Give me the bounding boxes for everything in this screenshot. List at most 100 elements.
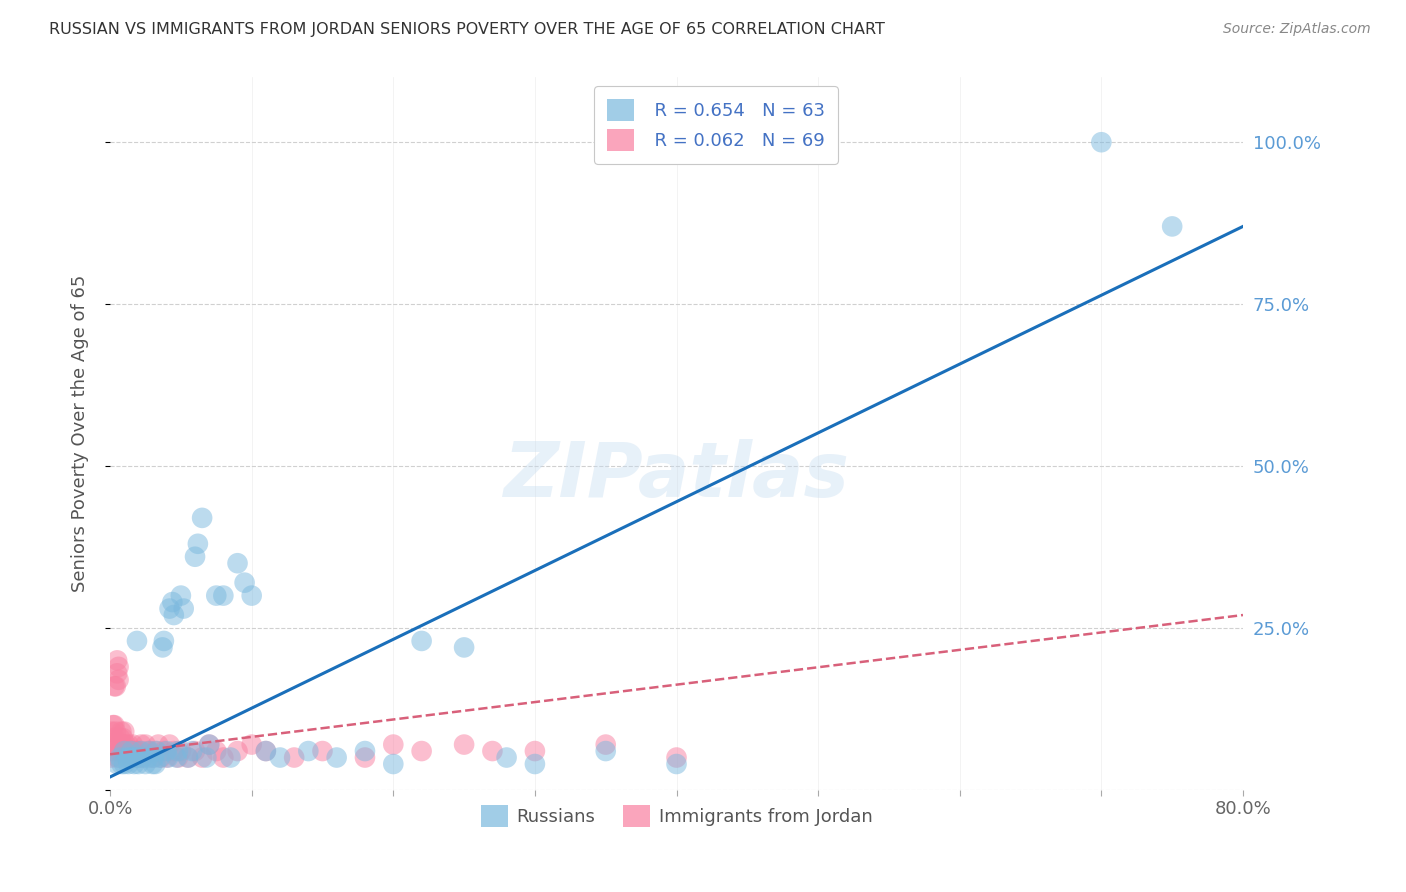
Point (1090, 135, 1112, 149)
Point (100, 724, 122, 739)
Point (159, 601, 181, 615)
Point (411, 744, 433, 758)
Point (212, 589, 235, 603)
Point (110, 744, 132, 758)
Point (127, 757, 149, 772)
Point (283, 750, 305, 764)
Point (142, 750, 165, 764)
Point (101, 738, 124, 752)
Point (254, 744, 277, 758)
Point (177, 750, 200, 764)
Point (184, 744, 207, 758)
Point (159, 738, 181, 752)
Point (205, 744, 228, 758)
Point (101, 744, 124, 758)
Point (163, 744, 186, 758)
Point (148, 738, 170, 752)
Point (118, 750, 141, 764)
Point (173, 601, 195, 615)
Point (136, 744, 159, 758)
Point (170, 589, 193, 603)
Point (240, 589, 263, 603)
Point (110, 757, 132, 772)
Point (495, 750, 517, 764)
Point (138, 744, 160, 758)
Point (177, 750, 200, 764)
Point (112, 724, 135, 739)
Point (129, 744, 152, 758)
Point (595, 738, 617, 752)
Point (162, 595, 184, 609)
Point (134, 757, 156, 772)
Point (104, 738, 127, 752)
Point (311, 744, 333, 758)
Point (254, 744, 277, 758)
Point (124, 750, 146, 764)
Point (269, 750, 291, 764)
Point (136, 750, 159, 764)
Point (127, 750, 149, 764)
Point (382, 757, 405, 772)
Text: RUSSIAN VS IMMIGRANTS FROM JORDAN SENIORS POVERTY OVER THE AGE OF 65 CORRELATION: RUSSIAN VS IMMIGRANTS FROM JORDAN SENIOR… (49, 22, 886, 37)
Point (112, 757, 135, 772)
Point (156, 744, 179, 758)
Point (181, 744, 204, 758)
Point (114, 738, 136, 752)
Point (187, 537, 209, 551)
Point (131, 750, 153, 764)
Point (115, 750, 138, 764)
Point (523, 744, 546, 758)
Point (111, 738, 134, 752)
Point (523, 757, 546, 772)
Point (104, 679, 127, 693)
Text: Source: ZipAtlas.com: Source: ZipAtlas.com (1223, 22, 1371, 37)
Point (325, 750, 347, 764)
Point (167, 750, 190, 764)
Point (124, 750, 146, 764)
Point (156, 750, 179, 764)
Point (127, 750, 149, 764)
Point (105, 666, 128, 681)
Point (595, 744, 617, 758)
Point (131, 750, 153, 764)
Point (297, 744, 319, 758)
Point (128, 744, 150, 758)
Point (103, 679, 125, 693)
Point (184, 549, 207, 564)
Point (103, 718, 125, 732)
Point (382, 738, 405, 752)
Point (191, 511, 214, 525)
Point (101, 718, 124, 732)
Point (198, 738, 221, 752)
Point (107, 673, 129, 687)
Point (212, 750, 235, 764)
Point (134, 738, 156, 752)
Point (129, 738, 152, 752)
Point (153, 744, 176, 758)
Point (170, 744, 193, 758)
Point (100, 750, 122, 764)
Text: ZIPatlas: ZIPatlas (503, 440, 849, 514)
Point (108, 738, 131, 752)
Point (146, 744, 169, 758)
Point (195, 750, 218, 764)
Point (219, 750, 242, 764)
Point (110, 724, 132, 739)
Point (481, 744, 503, 758)
Point (152, 640, 174, 655)
Point (411, 634, 433, 648)
Point (118, 744, 141, 758)
Point (665, 750, 688, 764)
Point (103, 731, 125, 745)
Point (198, 738, 221, 752)
Point (107, 660, 129, 674)
Point (150, 750, 173, 764)
Point (122, 757, 145, 772)
Point (163, 608, 186, 623)
Point (145, 757, 167, 772)
Point (105, 653, 128, 667)
Legend: Russians, Immigrants from Jordan: Russians, Immigrants from Jordan (474, 797, 880, 834)
Point (226, 556, 249, 570)
Point (226, 744, 249, 758)
Point (167, 744, 190, 758)
